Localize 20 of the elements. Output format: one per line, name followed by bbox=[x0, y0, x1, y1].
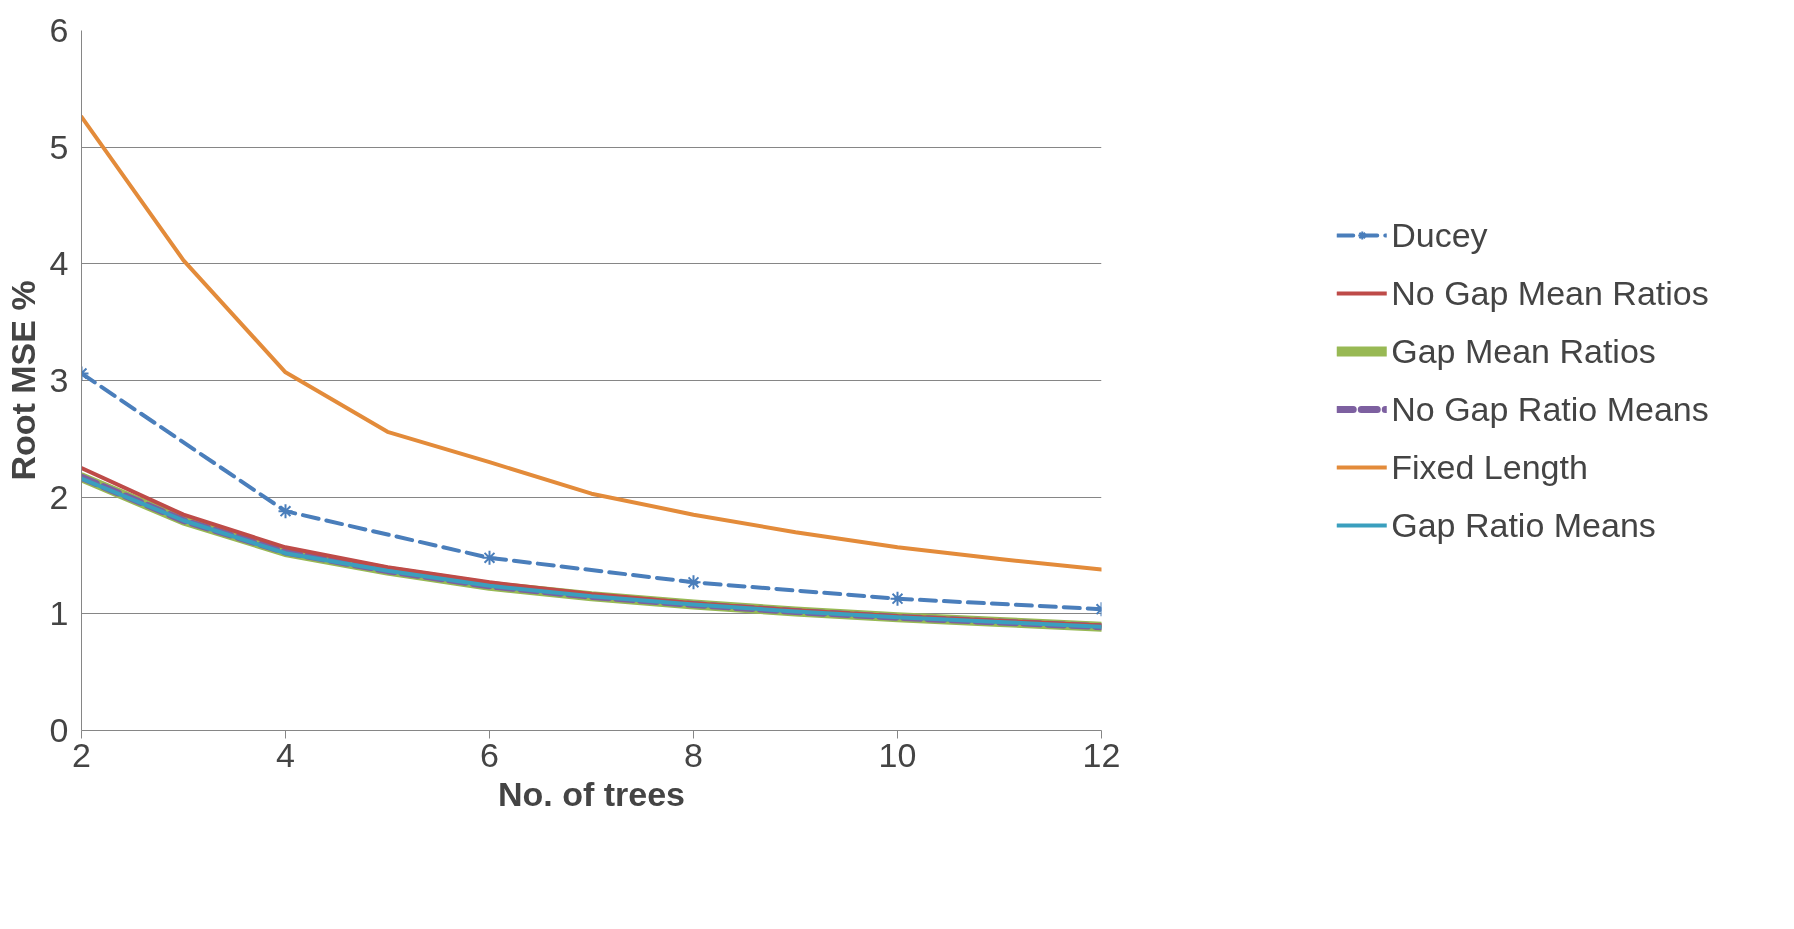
x-tick-label: 8 bbox=[684, 735, 703, 774]
y-tick-label: 4 bbox=[49, 244, 69, 283]
legend-label: Fixed Length bbox=[1391, 447, 1588, 487]
x-tick-label: 12 bbox=[1082, 735, 1121, 774]
y-axis-title: Root MSE % bbox=[3, 280, 42, 481]
x-tick-label: 4 bbox=[276, 735, 295, 774]
y-tick-label: 0 bbox=[49, 711, 69, 749]
legend-label: No Gap Mean Ratios bbox=[1391, 273, 1709, 313]
x-tick-label: 6 bbox=[480, 735, 499, 774]
y-tick-label: 5 bbox=[49, 127, 69, 166]
y-tick-label: 2 bbox=[49, 477, 69, 516]
y-tick-label: 1 bbox=[49, 594, 69, 633]
x-axis-title: No. of trees bbox=[497, 774, 686, 813]
y-tick-label: 3 bbox=[49, 361, 69, 399]
x-tick-label: 10 bbox=[878, 735, 917, 774]
y-tick-label: 6 bbox=[49, 11, 69, 49]
legend-label: Gap Mean Ratios bbox=[1391, 331, 1656, 371]
legend-label: No Gap Ratio Means bbox=[1391, 389, 1709, 429]
legend-label: Ducey bbox=[1391, 215, 1488, 255]
legend-label: Gap Ratio Means bbox=[1391, 505, 1656, 545]
